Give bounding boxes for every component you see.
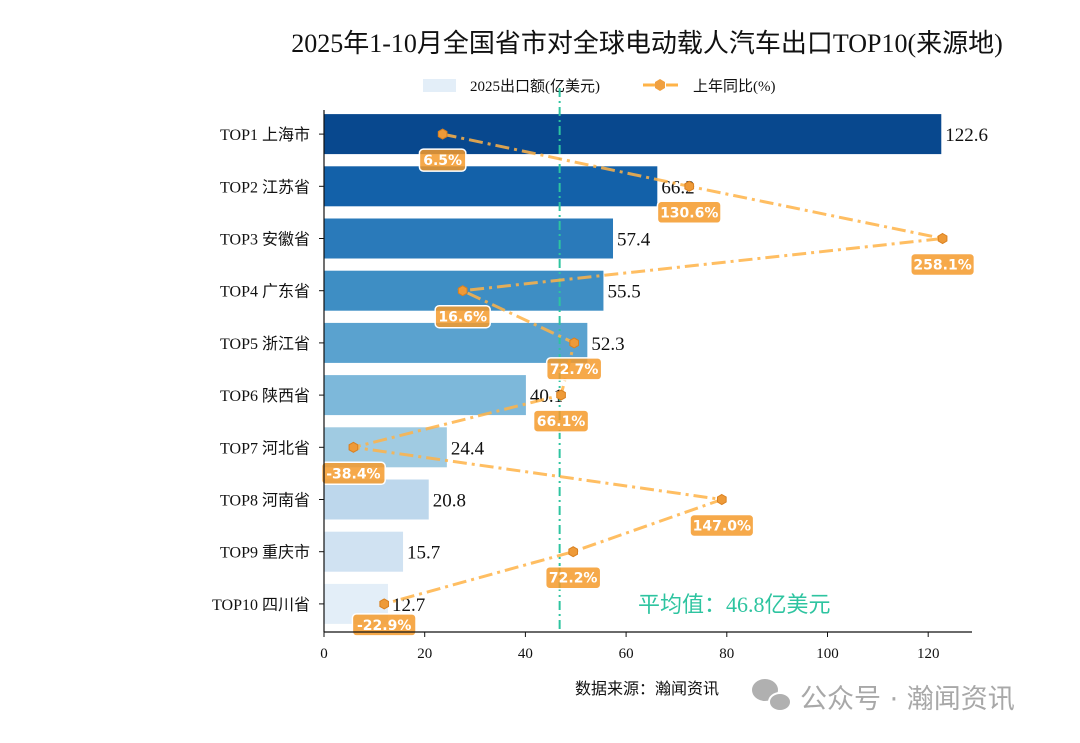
yoy-label-box (532, 409, 590, 433)
yoy-label-box (434, 304, 491, 329)
yoy-data-label: 147.0% (693, 519, 751, 535)
bar-value-label: 55.5 (607, 282, 640, 303)
yoy-marker (556, 389, 566, 401)
legend-bar-label: 2025出口额(亿美元) (470, 78, 600, 95)
yoy-label-box (910, 252, 976, 277)
yoy-marker (457, 285, 468, 297)
x-tick-label: 0 (320, 646, 328, 662)
yoy-label-box (351, 613, 417, 637)
bar (324, 375, 526, 416)
bar (324, 322, 588, 363)
yoy-marker (348, 441, 359, 453)
yoy-marker (937, 232, 948, 245)
legend-line-label: 上年同比(%) (693, 78, 776, 95)
yoy-label-box (544, 565, 602, 590)
category-label: TOP4 广东省 (220, 283, 310, 301)
x-tick-label: 120 (917, 646, 940, 662)
yoy-data-label: 66.1% (537, 414, 586, 430)
yoy-label-box (545, 357, 603, 381)
category-label: TOP10 四川省 (212, 596, 310, 614)
legend: 2025出口额(亿美元) 上年同比(%) (423, 78, 776, 95)
category-label: TOP1 上海市 (220, 126, 310, 144)
yoy-marker (379, 598, 390, 610)
yoy-label-box (418, 148, 467, 172)
legend-marker-icon (655, 79, 665, 91)
yoy-data-label: 130.6% (660, 205, 718, 221)
yoy-data-label: 258.1% (913, 258, 971, 274)
category-label: TOP8 河南省 (220, 492, 310, 510)
yoy-marker (716, 493, 727, 506)
yoy-marker (569, 337, 580, 349)
yoy-data-label: 72.7% (550, 362, 599, 378)
bar-value-label: 12.7 (392, 595, 425, 616)
yoy-data-label: -22.9% (357, 618, 411, 634)
x-tick-label: 60 (619, 646, 634, 662)
bar (324, 427, 447, 468)
source-note: 数据来源：瀚闻资讯 (575, 680, 719, 698)
bar-value-label: 15.7 (407, 543, 440, 564)
yoy-marker (568, 546, 579, 558)
watermark: 公众号 · 瀚闻资讯 (800, 684, 1015, 715)
bar-value-label: 57.4 (617, 230, 651, 251)
x-tick-label: 100 (816, 646, 839, 662)
category-label: TOP9 重庆市 (220, 544, 310, 562)
wechat-icon (752, 679, 792, 712)
yoy-data-label: 6.5% (423, 153, 462, 169)
yoy-marker (437, 128, 448, 140)
average-label: 平均值：46.8亿美元 (638, 592, 831, 617)
yoy-label-box (656, 200, 722, 225)
bar (324, 479, 429, 520)
category-label: TOP5 浙江省 (220, 335, 310, 353)
x-tick-label: 80 (719, 646, 734, 662)
yoy-data-label: 72.2% (549, 571, 598, 587)
yoy-data-label: -38.4% (326, 466, 380, 482)
yoy-label-box (689, 513, 755, 538)
x-tick-label: 40 (518, 646, 533, 662)
bar-value-label: 122.6 (945, 125, 988, 146)
legend-bar-swatch (423, 79, 456, 92)
yoy-label-box (320, 461, 386, 486)
bar-value-label: 24.4 (451, 438, 485, 459)
category-label: TOP3 安徽省 (220, 231, 310, 249)
bar-value-label: 52.3 (591, 334, 624, 355)
bar (324, 218, 614, 259)
bar (324, 114, 942, 155)
chart-title: 2025年1-10月全国省市对全球电动载人汽车出口TOP10(来源地) (291, 29, 1003, 58)
yoy-data-label: 16.6% (438, 310, 487, 326)
yoy-marker (684, 180, 695, 192)
category-label: TOP2 江苏省 (220, 178, 310, 196)
x-tick-label: 20 (417, 646, 432, 662)
category-label: TOP7 河北省 (220, 439, 310, 457)
bar-value-label: 20.8 (433, 491, 466, 512)
bar (324, 166, 658, 207)
bar (324, 531, 404, 572)
category-label: TOP6 陕西省 (220, 387, 310, 405)
